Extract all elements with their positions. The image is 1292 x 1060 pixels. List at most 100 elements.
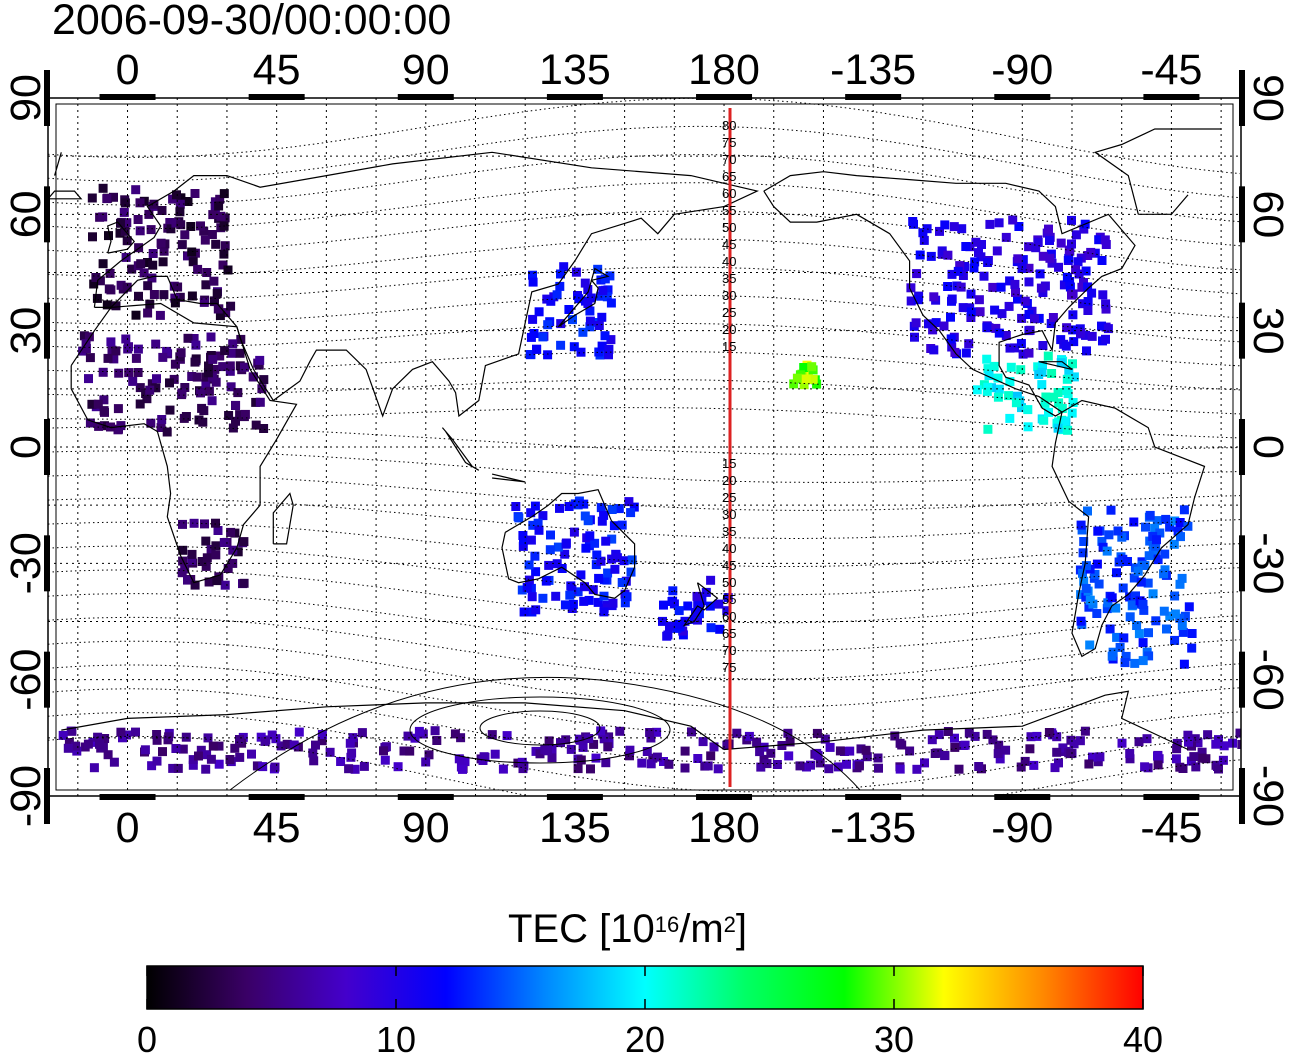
tec-cell [1102, 546, 1112, 556]
tec-cell [148, 249, 158, 258]
tec-cell [910, 332, 919, 342]
tec-cell [158, 747, 167, 757]
magnetic-latitude-contour [48, 593, 1241, 652]
tec-cell [226, 527, 236, 537]
tec-cell [564, 502, 574, 511]
tec-cell [1118, 583, 1128, 593]
tec-cell [583, 516, 593, 526]
tec-cell [1179, 505, 1189, 515]
axis-tick [99, 94, 156, 100]
tec-cell [1068, 325, 1078, 335]
tec-cell [1058, 743, 1068, 753]
tec-cell [1211, 739, 1221, 749]
axis-tick [248, 794, 305, 800]
tec-cell [71, 741, 81, 751]
colorbar-tick-label: 0 [136, 1019, 158, 1060]
tec-cell [950, 742, 960, 752]
tec-cell [569, 527, 579, 537]
tec-cell [210, 364, 220, 374]
right-lat-label: 30 [1244, 307, 1292, 355]
tec-cell [701, 587, 711, 597]
tec-cell [835, 746, 845, 756]
tec-cell [600, 575, 609, 585]
tec-cell [1081, 583, 1091, 593]
tec-cell [170, 359, 180, 369]
tec-cell [927, 735, 937, 745]
tec-cell [935, 226, 944, 236]
tec-cell [1067, 290, 1076, 300]
tec-cell [1120, 658, 1130, 668]
tec-cell [1187, 629, 1197, 638]
tec-cell [604, 344, 614, 354]
tec-cell [190, 580, 200, 590]
right-lat-label: -90 [1244, 765, 1292, 827]
tec-cell [974, 248, 983, 258]
tec-cell [81, 344, 91, 353]
tec-cell [1092, 609, 1102, 618]
tec-cell [111, 346, 121, 356]
magnetic-latitude-contour [48, 98, 1241, 175]
tec-cell [214, 741, 224, 751]
top-lon-label: 135 [539, 46, 611, 94]
tec-cell [204, 386, 214, 396]
tec-cell [579, 499, 589, 509]
tec-cell [744, 731, 754, 741]
tec-cell [122, 218, 132, 228]
tec-cell [239, 537, 249, 547]
tec-cell [1006, 362, 1016, 372]
tec-cell [1018, 349, 1028, 359]
tec-cell [556, 269, 565, 279]
tec-cell [230, 743, 240, 753]
tec-cell [1008, 215, 1018, 225]
tec-cell [1139, 605, 1149, 615]
axis-tick [1239, 535, 1245, 592]
tec-cell [597, 341, 607, 351]
tec-cell [225, 361, 235, 371]
tec-cell [173, 282, 183, 292]
tec-cell [949, 222, 959, 232]
axis-tick [994, 794, 1051, 800]
tec-cell [121, 334, 131, 344]
tec-cell [983, 258, 993, 267]
tec-cell [895, 764, 905, 774]
tec-cell [648, 753, 658, 763]
tec-cell [1170, 591, 1180, 601]
tec-cell [1076, 520, 1086, 530]
magnetic-latitude-contour [48, 664, 1241, 736]
tec-cell [583, 299, 593, 308]
tec-cell [551, 591, 561, 601]
tec-cell [202, 553, 212, 563]
tec-cell [552, 559, 562, 569]
tec-cell [1172, 738, 1182, 748]
tec-cell [607, 554, 617, 564]
lat-lon-grid [48, 98, 1241, 796]
tec-cell [931, 318, 941, 328]
tec-cell [187, 549, 197, 559]
tec-cell [212, 289, 222, 299]
tec-cell [586, 293, 596, 303]
tec-cell [98, 183, 108, 193]
tec-cell [1153, 760, 1163, 770]
tec-cell [1151, 616, 1161, 626]
tec-cell [1062, 374, 1072, 384]
tec-cell [662, 631, 672, 641]
tec-cell [151, 383, 161, 393]
tec-cell [199, 297, 209, 307]
axis-tick [44, 70, 50, 126]
tec-cell [538, 593, 548, 603]
tec-cell [1076, 590, 1086, 600]
tec-cell [157, 206, 167, 215]
map-timestamp-title: 2006-09-30/00:00:00 [52, 0, 452, 44]
tec-cell [680, 746, 690, 756]
tec-cell [1069, 739, 1079, 749]
tec-cell [1050, 763, 1060, 773]
tec-cell [594, 347, 604, 357]
tec-cell [104, 284, 114, 294]
tec-cell [600, 274, 610, 284]
tec-cell [178, 556, 188, 566]
tec-cell [149, 199, 159, 209]
tec-cell [674, 606, 684, 616]
tec-cell [772, 760, 782, 769]
tec-cell [609, 521, 619, 531]
tec-cell [1024, 242, 1034, 252]
